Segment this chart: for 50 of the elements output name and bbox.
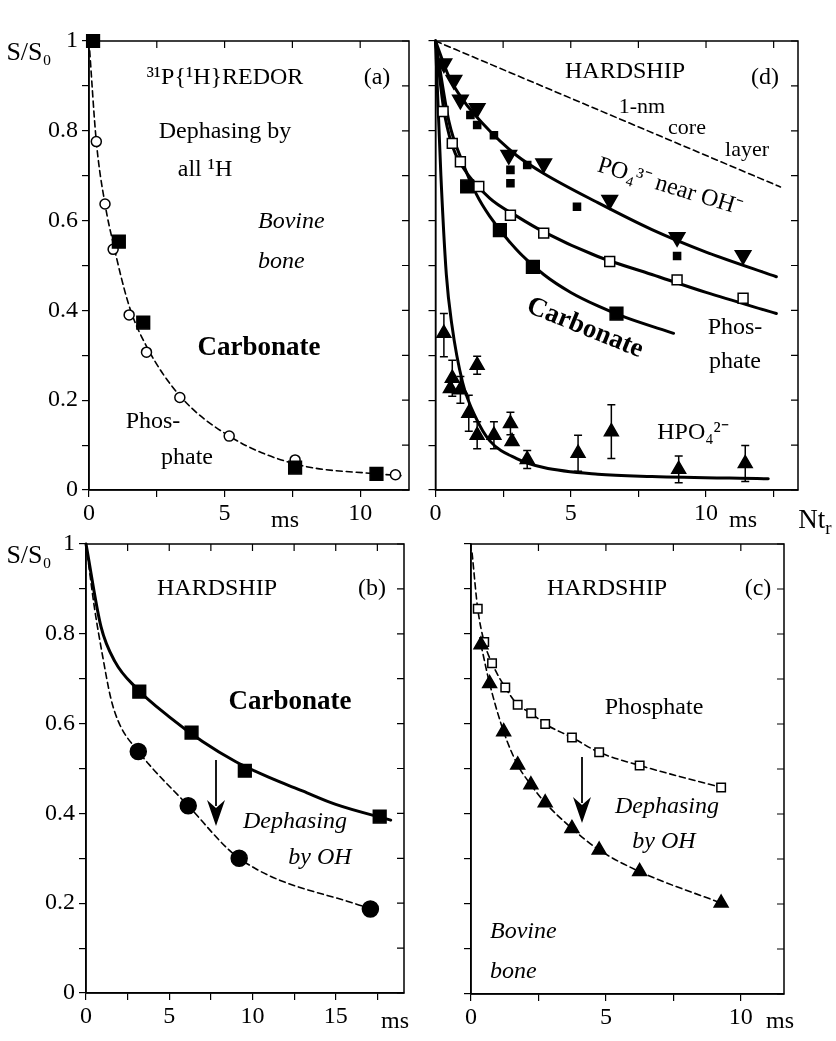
y-axis-title: S/S₀ xyxy=(6,36,52,66)
y-tick-label: 0 xyxy=(66,475,78,502)
annotation: Phos- phate xyxy=(125,407,213,470)
annotation: (d) xyxy=(751,63,779,90)
annotation: HARDSHIP xyxy=(564,57,686,84)
x-tick-label: 10 xyxy=(240,1001,265,1028)
x-axis-title: ms xyxy=(271,506,300,533)
x-tick-label: 10 xyxy=(348,498,373,525)
y-tick-label: 0.4 xyxy=(48,295,78,322)
annotation: HPO₄²⁻ xyxy=(657,418,729,445)
y-tick-label: 0.2 xyxy=(48,385,78,412)
annotation: Dephasing by OH xyxy=(614,792,719,854)
annotation: (c) xyxy=(744,574,772,601)
x-tick-label: 5 xyxy=(599,1002,612,1029)
x-axis-title: ms xyxy=(766,1007,795,1034)
annotation: Phos- phate xyxy=(707,313,763,374)
annotation: Carbonate xyxy=(197,330,321,361)
annotation: HARDSHIP xyxy=(546,574,668,601)
y-tick-label: 0.6 xyxy=(45,708,75,735)
x-axis-title: ms xyxy=(729,506,758,533)
x-tick-label: 15 xyxy=(323,1001,348,1028)
y-tick-label: 0.6 xyxy=(48,205,78,232)
annotation: HARDSHIP xyxy=(156,574,278,601)
x-tick-label: 0 xyxy=(429,498,442,525)
x-tick-label: 5 xyxy=(163,1001,176,1028)
annotation: ³¹P{¹H}REDOR xyxy=(146,63,304,90)
x-tick-label: 10 xyxy=(694,498,719,525)
x-tick-label: 0 xyxy=(83,498,95,525)
y-tick-label: 0 xyxy=(63,978,75,1005)
annotation: Bovine bone xyxy=(490,917,557,984)
y-tick-label: 0.8 xyxy=(45,619,75,646)
annotation: (a) xyxy=(363,63,391,90)
x-tick-label: 10 xyxy=(728,1002,753,1029)
x-axis-title: ms xyxy=(381,1007,410,1034)
y-axis-title: S/S₀ xyxy=(6,539,52,569)
annotation: 1-nm core layer xyxy=(618,92,770,161)
annotation: Dephasing by OH xyxy=(242,807,354,870)
y-tick-label: 1 xyxy=(66,26,78,53)
x-tick-label: 5 xyxy=(564,498,577,525)
x-tick-label: 5 xyxy=(218,498,231,525)
annotation: Dephasing by all ¹H xyxy=(158,117,292,182)
annotation: Bovine bone xyxy=(258,207,325,274)
x-tick-label: 0 xyxy=(465,1002,477,1029)
y-tick-label: 0.8 xyxy=(48,116,78,143)
annotation: Carbonate xyxy=(228,684,352,715)
y-tick-label: 1 xyxy=(63,529,75,556)
y-tick-label: 0.2 xyxy=(45,888,75,915)
y-tick-label: 0.4 xyxy=(45,798,75,825)
annotation: Phosphate xyxy=(604,693,704,720)
annotation: (b) xyxy=(358,574,386,601)
